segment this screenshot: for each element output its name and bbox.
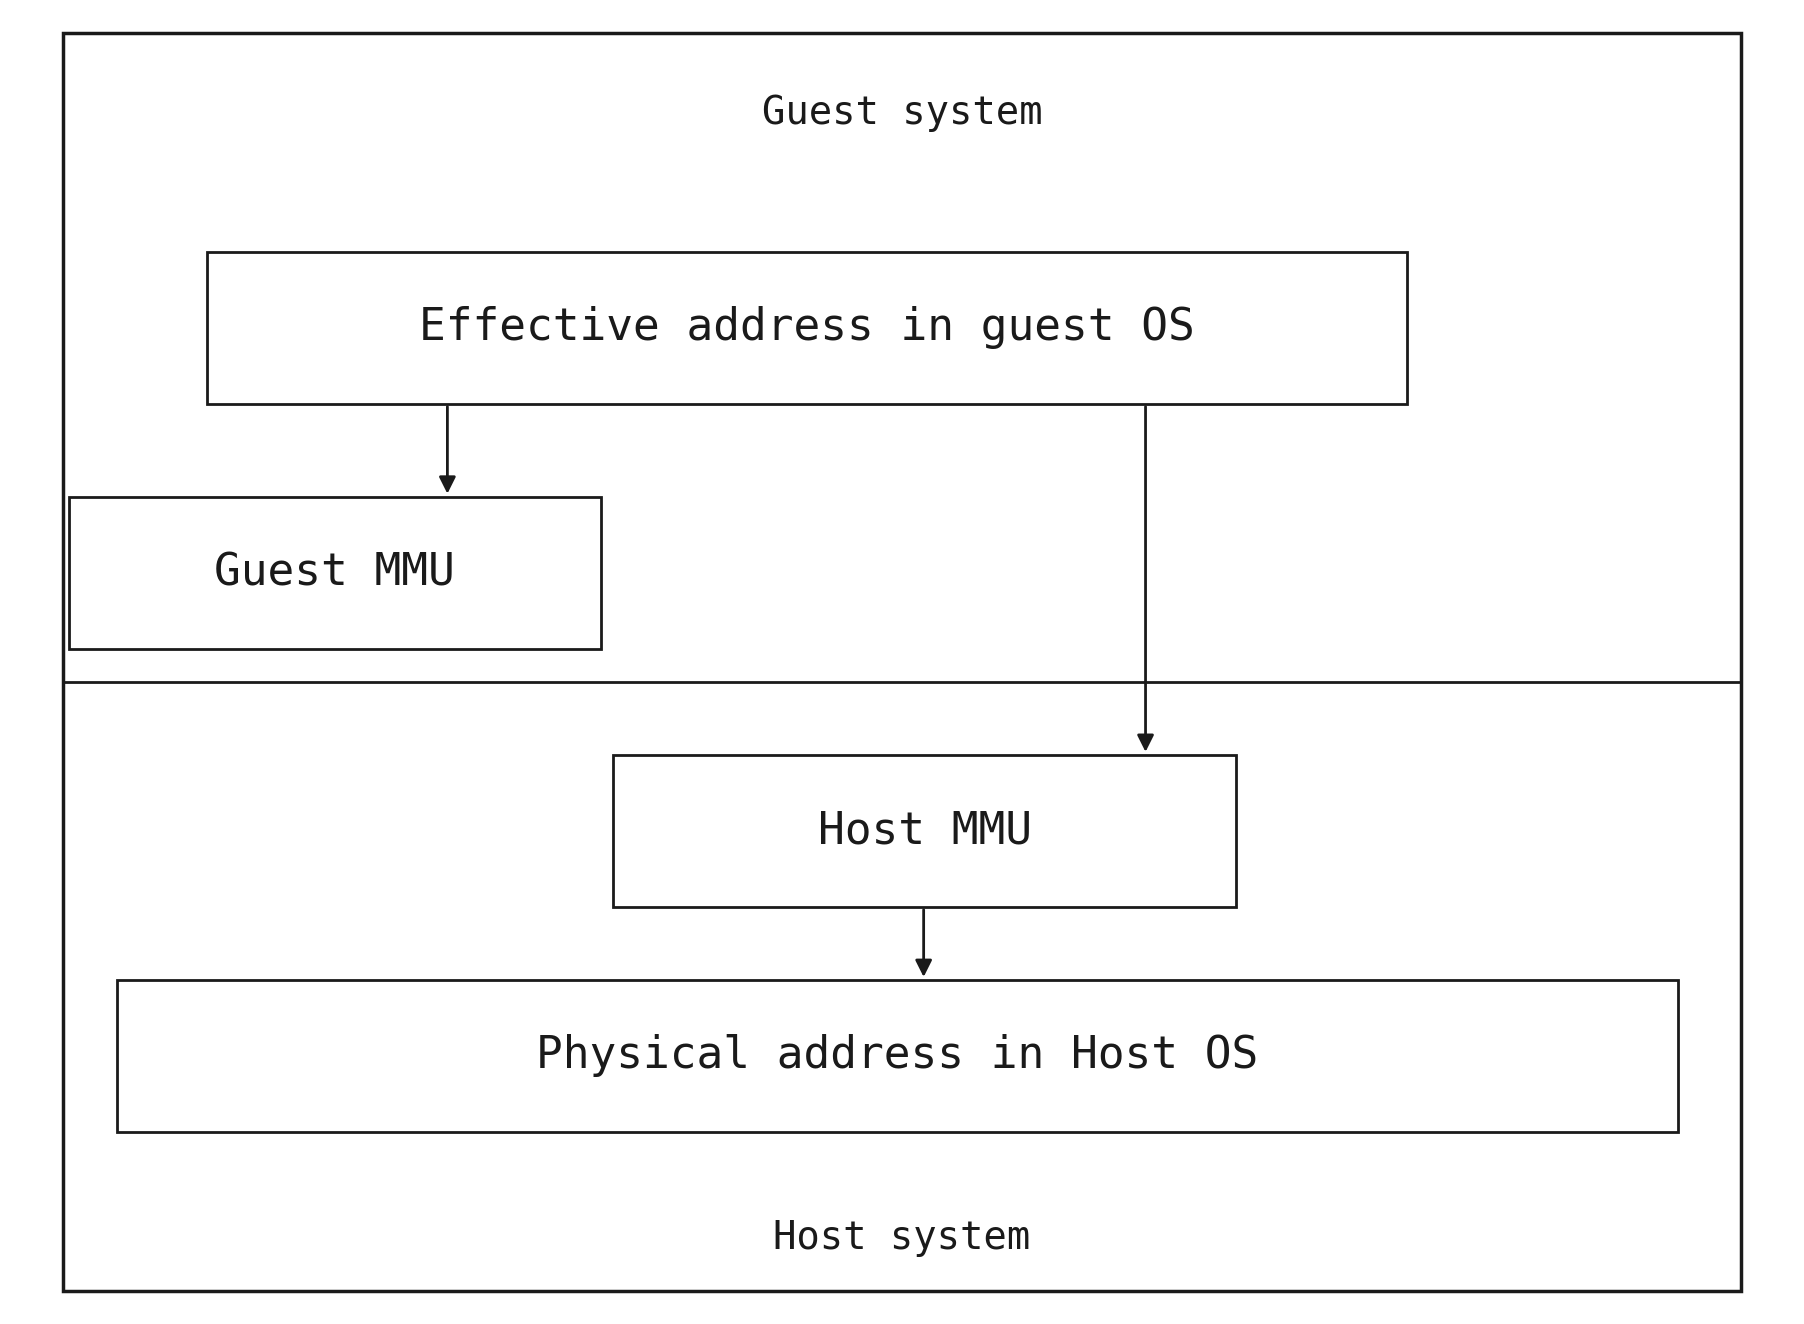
Bar xyxy=(207,252,1407,404)
Bar xyxy=(69,496,601,649)
Text: Host MMU: Host MMU xyxy=(817,809,1032,853)
Bar xyxy=(117,980,1678,1132)
Text: Effective address in guest OS: Effective address in guest OS xyxy=(419,306,1196,350)
Text: Physical address in Host OS: Physical address in Host OS xyxy=(536,1034,1259,1078)
Bar xyxy=(613,755,1236,907)
Text: Guest system: Guest system xyxy=(761,94,1043,131)
Text: Guest MMU: Guest MMU xyxy=(215,551,455,594)
Text: Host system: Host system xyxy=(774,1219,1030,1256)
